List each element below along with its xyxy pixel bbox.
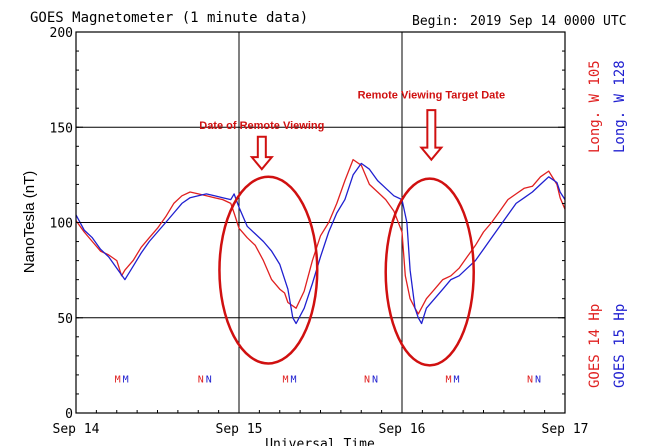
orbit-marker-goes14: N	[198, 375, 204, 386]
highlight-ellipse-1	[384, 177, 475, 367]
highlight-ellipse-0	[218, 175, 319, 365]
orbit-marker-goes15: M	[454, 375, 460, 386]
orbit-marker-goes15: N	[372, 375, 378, 386]
orbit-marker-goes15: M	[123, 375, 129, 386]
x-axis-label: Universal Time	[265, 437, 375, 446]
orbit-marker-goes15: N	[206, 375, 212, 386]
legend-label-2: GOES 15 Hp	[612, 304, 628, 388]
begin-label: Begin:	[412, 14, 459, 29]
series-line-1	[75, 162, 566, 325]
orbit-marker-goes14: M	[115, 375, 121, 386]
orbit-marker-goes14: M	[283, 375, 289, 386]
y-tick-label: 100	[50, 217, 73, 232]
down-arrow-icon	[419, 109, 444, 162]
chart-title: GOES Magnetometer (1 minute data)	[30, 10, 308, 26]
y-axis-label: NanoTesla (nT)	[21, 171, 38, 274]
annotation-label-0: Date of Remote Viewing	[199, 120, 324, 132]
orbit-marker-goes15: N	[535, 375, 541, 386]
x-tick-label: Sep 14	[53, 422, 100, 437]
legend-label-1: Long. W 105	[587, 60, 603, 153]
x-tick-label: Sep 15	[216, 422, 263, 437]
y-tick-label: 50	[57, 312, 73, 327]
orbit-marker-goes14: N	[364, 375, 370, 386]
x-tick-label: Sep 16	[379, 422, 426, 437]
series-line-0	[75, 158, 566, 315]
begin-value: 2019 Sep 14 0000 UTC	[470, 14, 627, 29]
orbit-marker-goes15: M	[291, 375, 297, 386]
y-tick-label: 0	[65, 407, 73, 422]
y-tick-label: 200	[50, 26, 73, 41]
legend-label-3: Long. W 128	[612, 60, 628, 153]
x-tick-label: Sep 17	[542, 422, 589, 437]
orbit-marker-goes14: N	[527, 375, 533, 386]
legend-label-0: GOES 14 Hp	[587, 304, 603, 388]
down-arrow-icon	[249, 135, 274, 171]
annotation-label-1: Remote Viewing Target Date	[358, 90, 506, 102]
y-tick-label: 150	[50, 121, 73, 136]
orbit-marker-goes14: M	[446, 375, 452, 386]
